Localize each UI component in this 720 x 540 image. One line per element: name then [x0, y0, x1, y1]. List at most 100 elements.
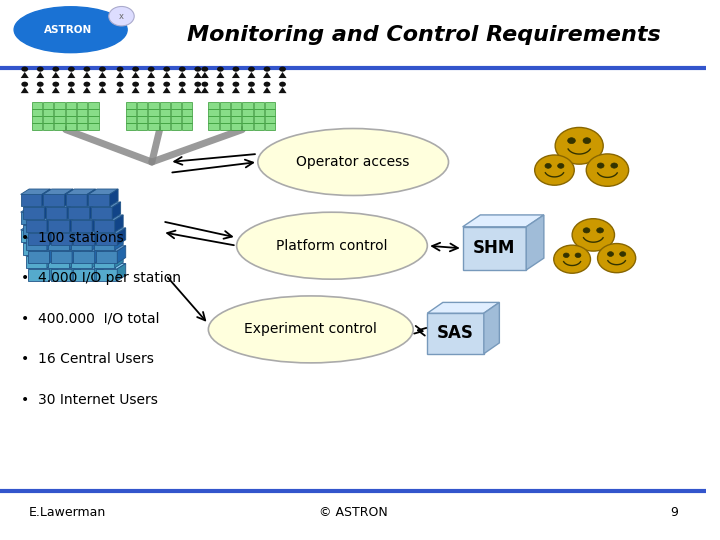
Bar	[126, 109, 136, 116]
Bar	[160, 117, 170, 123]
Bar	[77, 117, 87, 123]
Bar	[46, 243, 67, 255]
Circle shape	[179, 82, 186, 87]
Circle shape	[148, 66, 155, 72]
Bar	[253, 117, 264, 123]
Bar	[208, 117, 219, 123]
Bar	[171, 109, 181, 116]
Circle shape	[598, 163, 604, 168]
Bar	[68, 243, 89, 255]
Polygon shape	[23, 202, 53, 207]
Circle shape	[37, 66, 44, 72]
Polygon shape	[50, 246, 58, 263]
Bar	[48, 220, 70, 232]
Polygon shape	[94, 251, 123, 256]
Circle shape	[132, 82, 139, 87]
Circle shape	[557, 164, 564, 168]
Circle shape	[563, 253, 570, 258]
Polygon shape	[201, 72, 209, 78]
Polygon shape	[67, 220, 76, 237]
Polygon shape	[67, 72, 76, 78]
Polygon shape	[94, 246, 103, 263]
Polygon shape	[28, 246, 58, 251]
Text: Platform control: Platform control	[276, 239, 388, 253]
Polygon shape	[46, 220, 76, 225]
Circle shape	[598, 244, 636, 273]
Circle shape	[22, 66, 28, 72]
Polygon shape	[89, 207, 118, 212]
Circle shape	[109, 6, 134, 26]
Bar	[160, 109, 170, 116]
Circle shape	[279, 66, 286, 72]
Bar	[23, 225, 45, 237]
Polygon shape	[194, 87, 202, 93]
Bar	[89, 102, 99, 109]
Polygon shape	[43, 225, 73, 230]
Polygon shape	[132, 87, 140, 93]
Bar	[94, 238, 114, 250]
Circle shape	[99, 82, 106, 87]
Polygon shape	[47, 233, 55, 250]
Bar	[96, 251, 117, 263]
Polygon shape	[51, 264, 81, 269]
Bar	[55, 109, 65, 116]
Bar	[51, 269, 72, 281]
Polygon shape	[114, 215, 123, 232]
Bar	[21, 230, 42, 242]
Circle shape	[202, 82, 208, 87]
Polygon shape	[51, 228, 81, 233]
Polygon shape	[94, 264, 103, 281]
Circle shape	[53, 82, 59, 87]
Bar	[265, 124, 275, 130]
Bar	[66, 194, 87, 206]
Bar	[231, 109, 241, 116]
Text: E.Lawerman: E.Lawerman	[28, 507, 106, 519]
Bar	[171, 124, 181, 130]
Polygon shape	[92, 215, 101, 232]
Polygon shape	[70, 251, 78, 268]
Bar	[77, 102, 87, 109]
Circle shape	[84, 82, 90, 87]
Polygon shape	[109, 207, 118, 224]
Bar	[55, 102, 65, 109]
Bar	[253, 124, 264, 130]
Polygon shape	[51, 246, 81, 251]
Polygon shape	[72, 246, 81, 263]
Bar	[148, 109, 158, 116]
Bar	[51, 233, 72, 245]
Bar	[68, 225, 89, 237]
Polygon shape	[92, 233, 101, 250]
Bar	[182, 117, 192, 123]
Polygon shape	[42, 225, 50, 242]
Bar	[208, 102, 219, 109]
Circle shape	[179, 66, 186, 72]
Polygon shape	[68, 202, 98, 207]
Bar	[51, 251, 72, 263]
Circle shape	[163, 82, 170, 87]
Bar	[208, 109, 219, 116]
Bar	[28, 269, 50, 281]
Bar	[66, 212, 87, 224]
Polygon shape	[94, 215, 123, 220]
Bar	[91, 207, 112, 219]
Bar	[26, 220, 47, 232]
Ellipse shape	[258, 129, 449, 195]
Circle shape	[586, 154, 629, 186]
Ellipse shape	[14, 6, 127, 53]
Polygon shape	[263, 87, 271, 93]
Polygon shape	[179, 72, 186, 78]
Bar	[32, 117, 42, 123]
Polygon shape	[45, 220, 53, 237]
Circle shape	[583, 228, 590, 233]
Polygon shape	[96, 264, 126, 269]
Bar	[220, 117, 230, 123]
Text: •  4.000 I/O per station: • 4.000 I/O per station	[21, 271, 181, 285]
Bar	[91, 225, 112, 237]
Bar	[428, 313, 484, 354]
Polygon shape	[26, 251, 55, 256]
Polygon shape	[42, 189, 50, 206]
Polygon shape	[43, 189, 73, 194]
Bar	[66, 124, 76, 130]
Polygon shape	[68, 238, 98, 243]
Bar	[171, 102, 181, 109]
